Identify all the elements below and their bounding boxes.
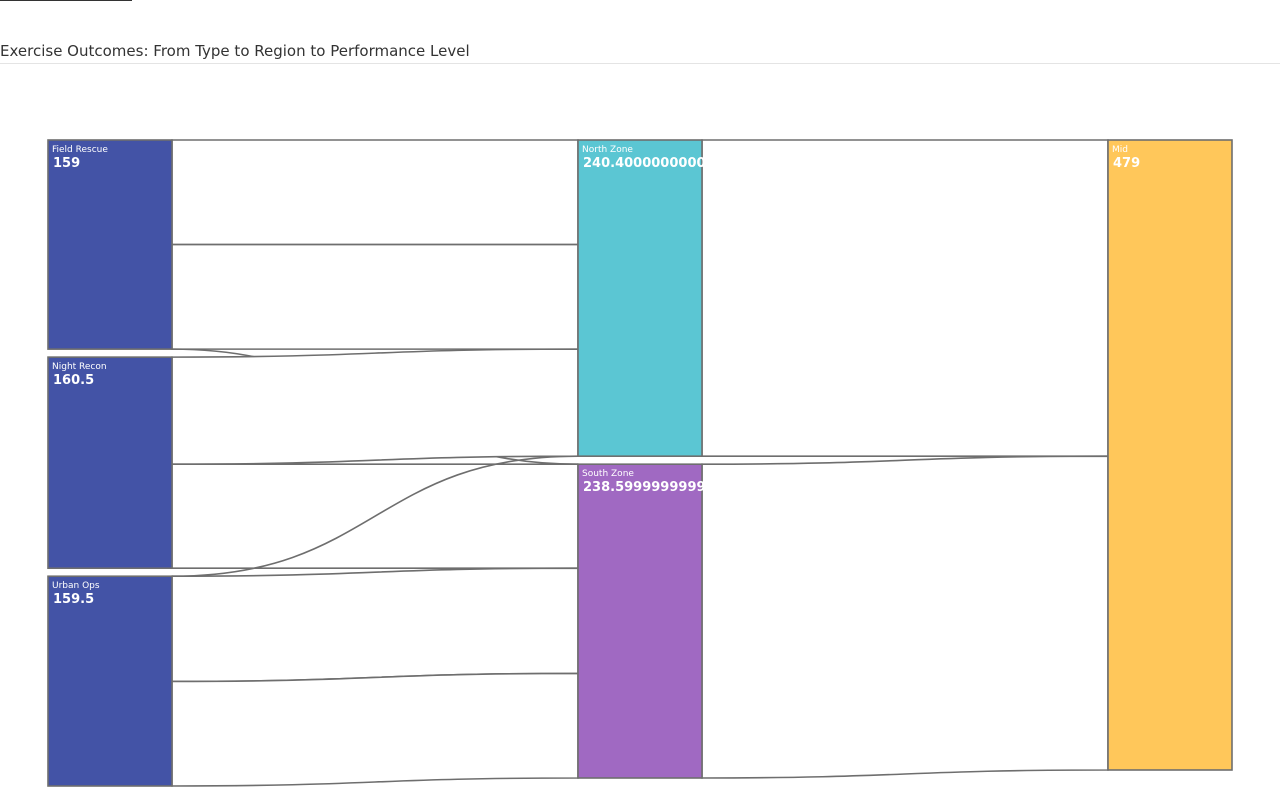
top-rule bbox=[0, 0, 132, 1]
sankey-node-bar bbox=[47, 139, 173, 350]
sankey-node-label: South Zone bbox=[582, 469, 634, 479]
sankey-node-label: North Zone bbox=[582, 145, 633, 155]
sankey-node-label: Mid bbox=[1112, 145, 1128, 155]
sankey-node-bar bbox=[1107, 139, 1233, 771]
sankey-links bbox=[171, 139, 1109, 787]
sankey-link-urban_ops-to-south_zone-7 bbox=[171, 672, 579, 787]
sankey-node-bar bbox=[47, 575, 173, 787]
sankey-link-field_rescue-to-north_zone-0 bbox=[171, 139, 579, 246]
sankey-node-bar bbox=[577, 139, 703, 457]
sankey-node-value: 159.5 bbox=[53, 592, 94, 607]
sankey-node-value: 240.40000000000 bbox=[583, 156, 715, 171]
sankey-node-value: 479 bbox=[1113, 156, 1140, 171]
sankey-node-value: 238.59999999999 bbox=[583, 480, 715, 495]
sankey-node-label: Field Rescue bbox=[52, 145, 108, 155]
title-divider bbox=[0, 63, 1280, 64]
sankey-node-bar bbox=[577, 463, 703, 779]
sankey-link-night_recon-to-north_zone-3 bbox=[171, 348, 579, 465]
sankey-link-south_zone-to-mid-9 bbox=[701, 455, 1109, 779]
sankey-link-field_rescue-to-north_zone-1 bbox=[171, 243, 579, 350]
chart-title: Exercise Outcomes: From Type to Region t… bbox=[0, 42, 470, 60]
sankey-node-value: 160.5 bbox=[53, 373, 94, 388]
sankey-node-label: Night Recon bbox=[52, 362, 107, 372]
sankey-link-urban_ops-to-south_zone-6 bbox=[171, 567, 579, 683]
sankey-link-north_zone-to-mid-8 bbox=[701, 139, 1109, 457]
sankey-node-label: Urban Ops bbox=[52, 581, 100, 591]
sankey-node-bar bbox=[47, 356, 173, 570]
sankey-node-value: 159 bbox=[53, 156, 80, 171]
